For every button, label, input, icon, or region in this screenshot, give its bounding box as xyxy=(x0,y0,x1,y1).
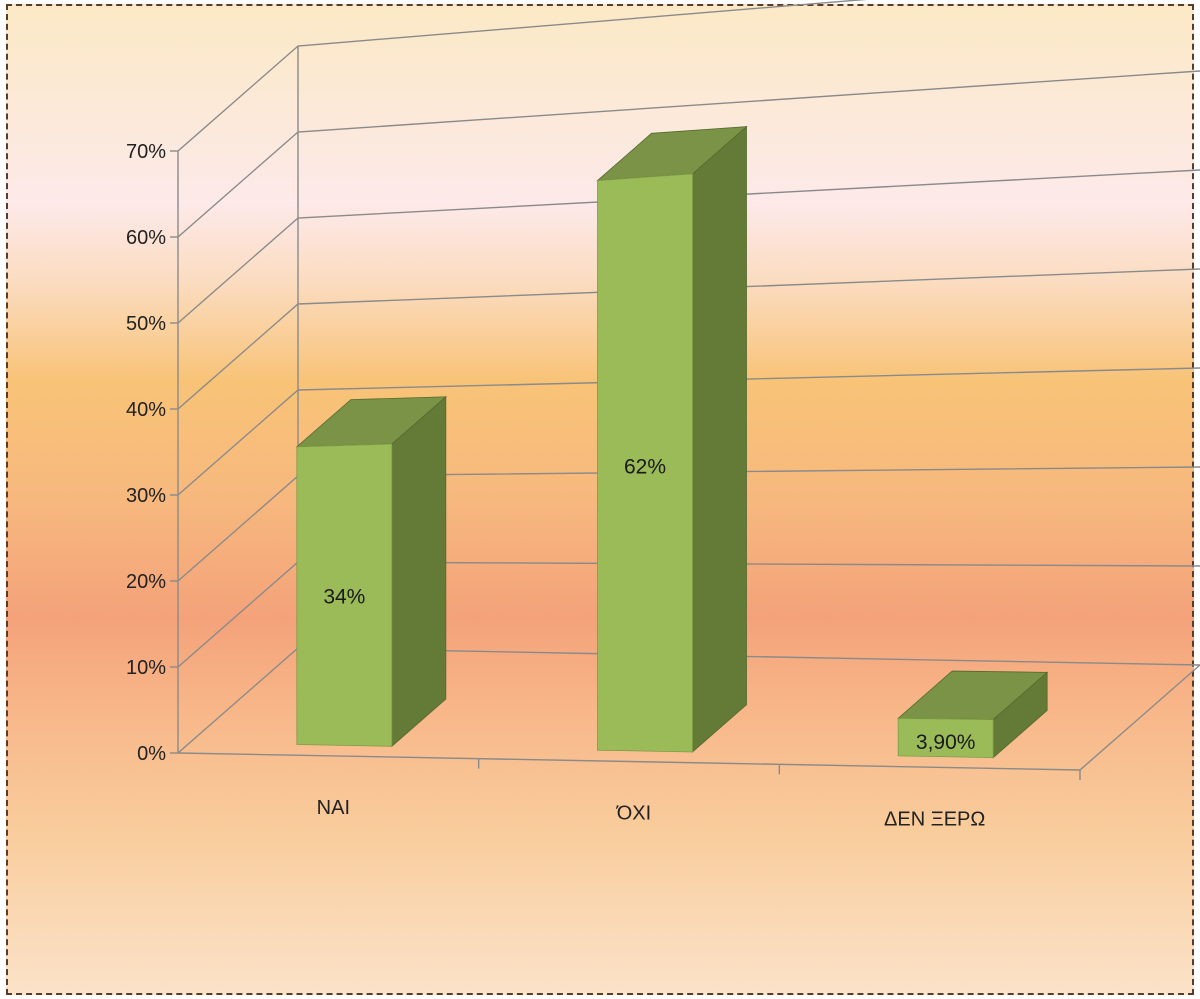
x-category-label: ΝΑΙ xyxy=(317,797,350,819)
x-category-label: ΔΕΝ ΞΕΡΩ xyxy=(884,808,985,830)
floor-right-edge xyxy=(1079,664,1200,771)
y-tick-label: 30% xyxy=(126,485,166,507)
y-tick-label: 60% xyxy=(126,227,166,249)
bar-side xyxy=(692,125,747,753)
y-tick-label: 0% xyxy=(137,743,166,765)
y-tick-label: 70% xyxy=(126,141,166,163)
bar xyxy=(597,173,693,753)
gridline xyxy=(177,0,868,152)
data-label: 3,90% xyxy=(916,731,976,754)
floor-front-edge xyxy=(177,752,1081,771)
y-tick-label: 50% xyxy=(126,313,166,335)
data-label: 62% xyxy=(624,455,666,478)
x-category-label: ΌΧΙ xyxy=(616,803,651,825)
bar xyxy=(897,717,994,759)
bar xyxy=(296,443,393,747)
y-tick-label: 10% xyxy=(126,657,166,679)
y-tick-label: 20% xyxy=(126,571,166,593)
y-tick-label: 40% xyxy=(126,399,166,421)
data-label: 34% xyxy=(323,586,365,609)
bar-side xyxy=(391,395,447,748)
